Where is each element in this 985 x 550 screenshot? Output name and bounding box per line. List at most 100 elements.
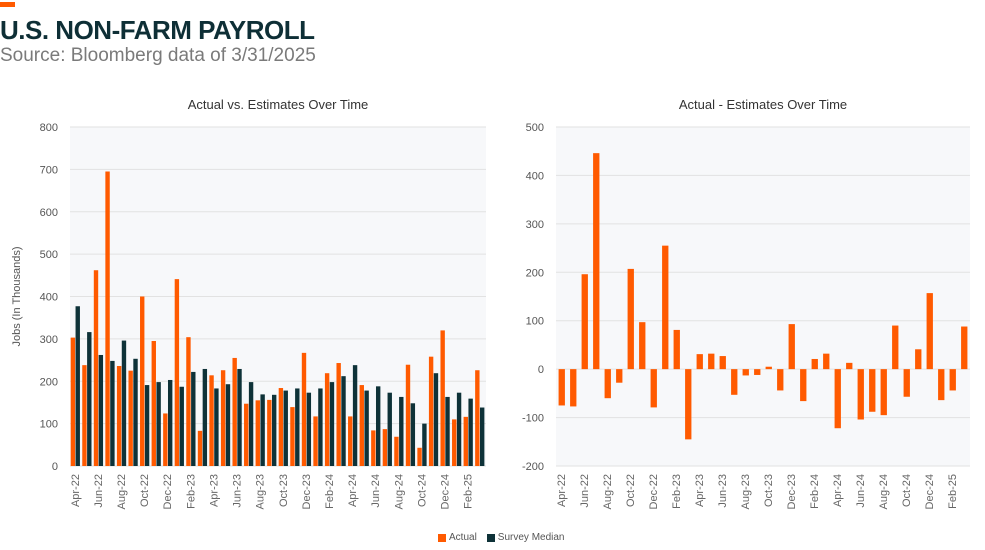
bar-survey-median-nov-22: [156, 382, 161, 466]
x-tick-label: Dec-22: [162, 474, 174, 509]
x-tick-label: Oct-23: [763, 474, 775, 507]
bar-survey-median-oct-22: [144, 385, 150, 466]
y-tick-label: 100: [40, 419, 58, 431]
bar-actual-estimate-jul-23: [731, 369, 738, 395]
bar-actual-estimate-nov-22: [639, 322, 646, 370]
x-tick-label: Dec-24: [924, 474, 936, 509]
chart-actual-minus-estimates: Actual - Estimates Over Time -200 -100 0 100…: [522, 97, 970, 509]
x-tick-label: Apr-23: [208, 474, 220, 507]
bar-actual-jul-22: [105, 171, 110, 466]
bar-actual-oct-24: [417, 447, 422, 466]
chart-title: Actual - Estimates Over Time: [679, 97, 847, 112]
bar-actual-apr-23: [209, 375, 214, 466]
bar-actual-jan-25: [452, 419, 457, 466]
bar-survey-median-dec-24: [445, 396, 450, 466]
bar-survey-median-oct-24: [422, 423, 427, 466]
y-tick-label: 500: [40, 249, 58, 261]
bar-actual-may-24: [359, 385, 364, 466]
bar-actual-apr-22: [70, 337, 76, 466]
bar-actual-sep-23: [267, 399, 272, 466]
bar-survey-median-may-23: [225, 384, 231, 466]
y-tick-label: 300: [40, 334, 58, 346]
bar-actual-dec-23: [301, 352, 307, 466]
bar-actual-estimate-oct-22: [627, 268, 634, 370]
plot-area: [556, 127, 970, 466]
x-tick-label: Aug-22: [602, 474, 614, 509]
x-tick-label: Feb-25: [947, 474, 959, 509]
bar-actual-dec-22: [163, 413, 168, 466]
bar-actual-apr-24: [348, 416, 353, 466]
bar-actual-estimate-apr-24: [834, 369, 841, 429]
y-tick-label: 700: [40, 164, 58, 176]
bar-actual-estimate-nov-23: [777, 369, 784, 391]
bar-survey-median-sep-23: [271, 394, 277, 466]
bar-actual-jan-24: [313, 416, 318, 466]
bar-actual-oct-22: [140, 296, 145, 466]
bar-survey-median-feb-24: [329, 382, 335, 466]
header-accent-bar: [0, 2, 15, 7]
x-tick-label: Feb-24: [324, 474, 336, 509]
bar-actual-may-22: [82, 365, 87, 466]
bar-actual-estimate-mar-23: [685, 369, 692, 440]
bar-actual-sep-24: [405, 364, 411, 466]
bar-actual-aug-22: [116, 365, 122, 466]
bar-actual-estimate-mar-24: [823, 353, 830, 370]
bar-survey-median-jul-22: [110, 360, 115, 466]
bar-actual-estimate-oct-23: [765, 366, 772, 370]
x-tick-label: Aug-22: [116, 474, 128, 509]
bar-survey-median-dec-23: [306, 392, 312, 466]
bar-survey-median-jul-24: [387, 392, 392, 466]
bar-actual-estimate-jun-22: [581, 274, 588, 370]
y-tick-label: 800: [40, 122, 58, 134]
x-tick-label: Feb-23: [671, 474, 683, 509]
x-tick-label: Aug-24: [878, 474, 890, 509]
y-tick-label: 0: [538, 364, 544, 376]
bar-actual-estimate-aug-23: [742, 369, 749, 376]
page-title: U.S. NON-FARM PAYROLL: [0, 15, 315, 45]
bar-survey-median-jun-22: [98, 354, 104, 466]
bar-actual-estimate-sep-23: [754, 369, 761, 375]
y-tick-label: 200: [526, 267, 544, 279]
bar-actual-oct-23: [278, 388, 284, 466]
bar-survey-median-apr-22: [75, 306, 80, 466]
legend-item-survey-median: Survey Median: [486, 532, 565, 543]
bar-actual-aug-24: [394, 436, 399, 466]
x-tick-label: Apr-23: [694, 474, 706, 507]
bar-actual-mar-23: [197, 430, 203, 466]
x-tick-label: Jun-22: [93, 474, 105, 508]
bar-survey-median-mar-24: [341, 376, 346, 466]
bar-actual-estimate-jun-23: [719, 356, 726, 370]
bar-actual-feb-23: [186, 337, 191, 466]
bar-survey-median-sep-24: [410, 403, 416, 466]
bar-actual-estimate-nov-24: [915, 349, 922, 370]
bar-actual-jun-23: [232, 357, 237, 466]
bar-actual-nov-24: [428, 356, 434, 466]
bar-actual-sep-22: [128, 370, 133, 466]
bar-survey-median-aug-22: [121, 340, 127, 466]
page-subtitle: Source: Bloomberg data of 3/31/2025: [0, 45, 316, 66]
y-tick-label: 200: [40, 376, 58, 388]
x-tick-label: Dec-23: [301, 474, 313, 509]
bar-actual-jul-23: [244, 403, 249, 466]
bar-actual-dec-24: [440, 330, 445, 466]
bar-actual-estimate-may-23: [708, 353, 715, 370]
bar-actual-jun-22: [93, 270, 99, 466]
bar-actual-estimate-dec-23: [788, 324, 795, 370]
y-tick-label: 300: [526, 219, 544, 231]
bar-actual-mar-25: [475, 370, 480, 466]
y-tick-label: 500: [526, 122, 544, 134]
x-tick-label: Feb-24: [809, 474, 821, 509]
x-tick-label: Jun-24: [370, 474, 382, 508]
x-tick-label: Dec-22: [648, 474, 660, 509]
x-tick-label: Aug-23: [740, 474, 752, 509]
x-tick-label: Oct-24: [416, 474, 428, 507]
bar-actual-jul-24: [382, 429, 388, 466]
bar-survey-median-mar-25: [479, 407, 485, 466]
chart-actual-vs-estimates: Actual vs. Estimates Over Time 0 100 200 300…: [11, 97, 486, 509]
bar-actual-estimate-apr-23: [696, 354, 703, 370]
x-tick-label: Feb-23: [185, 474, 197, 509]
bar-actual-estimate-may-24: [846, 362, 853, 370]
bar-survey-median-aug-23: [260, 394, 265, 466]
x-tick-label: Jun-23: [232, 474, 244, 508]
